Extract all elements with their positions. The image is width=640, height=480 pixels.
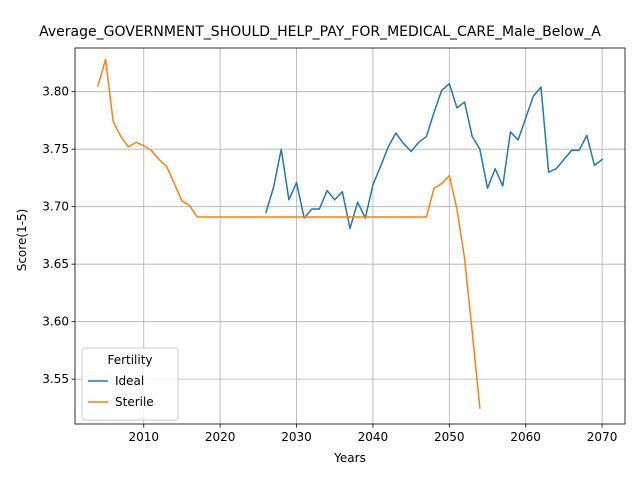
y-tick-label: 3.70 [42, 200, 69, 214]
y-tick-label: 3.75 [42, 142, 69, 156]
x-tick-label: 2010 [128, 430, 159, 444]
series-line-sterile [96, 58, 481, 409]
y-tick-label: 3.80 [42, 85, 69, 99]
legend-title: Fertility [107, 353, 152, 367]
x-tick-label: 2050 [434, 430, 465, 444]
y-tick-label: 3.55 [42, 372, 69, 386]
x-tick-label: 2070 [587, 430, 618, 444]
x-tick-label: 2030 [281, 430, 312, 444]
series-group [96, 58, 604, 409]
x-tick-label: 2060 [510, 430, 541, 444]
legend: Fertility Ideal Sterile [81, 347, 179, 421]
y-axis-label: Score(1-5) [15, 209, 29, 272]
series-line-ideal [265, 82, 604, 230]
legend-label-ideal: Ideal [115, 374, 144, 388]
y-tick-label: 3.60 [42, 315, 69, 329]
x-tick-label: 2040 [358, 430, 389, 444]
grid [75, 48, 625, 424]
plot-frame [74, 47, 626, 425]
x-axis-label: Years [333, 451, 366, 465]
x-tick-label: 2020 [205, 430, 236, 444]
y-tick-label: 3.65 [42, 257, 69, 271]
ticks: 2010 2020 2030 2040 2050 2060 2070 3.55 3.60 3.65… [42, 85, 617, 444]
legend-label-sterile: Sterile [115, 395, 154, 409]
chart-title: Average_GOVERNMENT_SHOULD_HELP_PAY_FOR_M… [39, 24, 601, 40]
